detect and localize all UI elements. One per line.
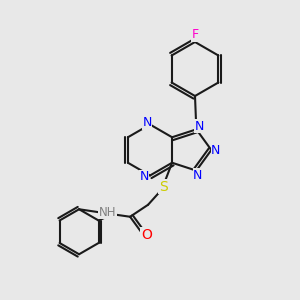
Text: N: N xyxy=(139,170,149,184)
Text: N: N xyxy=(142,116,152,130)
Text: O: O xyxy=(141,228,152,242)
Text: N: N xyxy=(211,143,220,157)
Text: F: F xyxy=(191,28,199,41)
Text: N: N xyxy=(195,120,204,133)
Text: S: S xyxy=(159,180,167,194)
Text: N: N xyxy=(193,169,203,182)
Text: NH: NH xyxy=(99,206,116,219)
